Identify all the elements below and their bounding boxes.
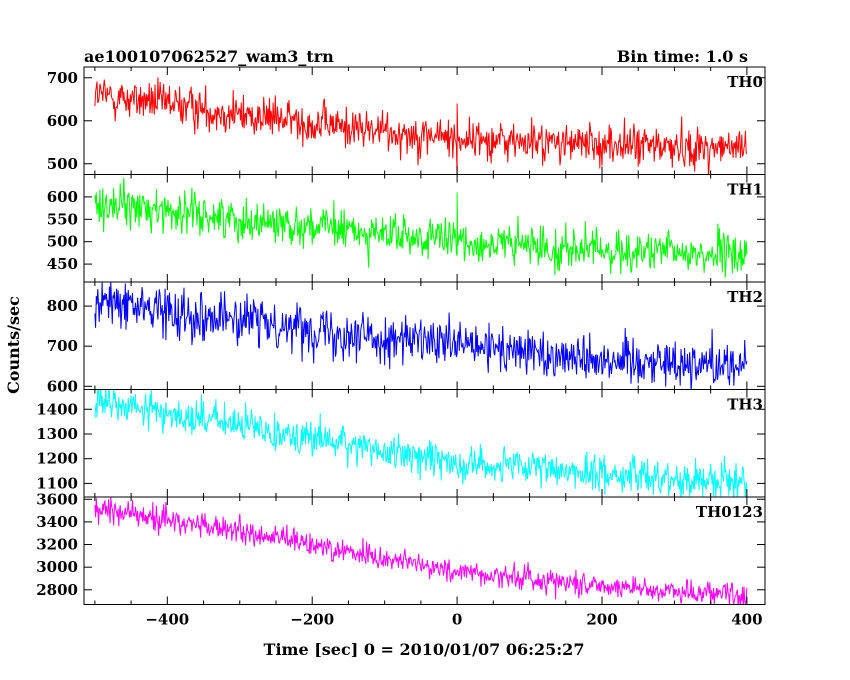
series-line-th1 (94, 177, 748, 278)
panel-label-th0123: TH0123 (696, 503, 763, 521)
panel-label-th2: TH2 (727, 288, 763, 306)
y-tick-label: 1300 (36, 425, 78, 443)
y-tick-label: 500 (47, 233, 78, 251)
y-tick-label: 3600 (36, 490, 78, 508)
bin-time-label: Bin time: 1.0 s (617, 47, 748, 66)
x-tick-label: 200 (586, 611, 617, 629)
x-tick-label: 400 (731, 611, 762, 629)
y-tick-label: 700 (47, 69, 78, 87)
series-line-th3 (94, 389, 748, 497)
series-line-th0123 (94, 497, 748, 605)
y-tick-label: 2800 (36, 581, 78, 599)
x-axis-label: Time [sec] 0 = 2010/01/07 06:25:27 (264, 640, 585, 659)
panel-label-th3: TH3 (727, 396, 763, 414)
y-tick-label: 1400 (36, 400, 78, 418)
y-tick-label: 3200 (36, 536, 78, 554)
series-line-th2 (94, 282, 748, 390)
y-tick-label: 3000 (36, 558, 78, 576)
y-axis-label: Counts/sec (4, 296, 23, 394)
y-tick-label: 800 (47, 297, 78, 315)
x-tick-label: −400 (145, 611, 189, 629)
panel-label-th1: TH1 (727, 181, 763, 199)
panel-th0: TH0 500 600 700 (47, 66, 766, 175)
y-tick-label: 1200 (36, 450, 78, 468)
panel-label-th0: TH0 (727, 73, 763, 91)
y-tick-label: 1100 (36, 474, 78, 492)
y-tick-label: 550 (47, 210, 78, 228)
panel-th3: TH3 1100 1200 1300 1400 (36, 389, 766, 498)
panel-frame (83, 496, 766, 605)
y-tick-label: 600 (47, 112, 78, 130)
x-tick-label: −200 (290, 611, 334, 629)
y-tick-label: 600 (47, 377, 78, 395)
panel-th0123: TH0123 2800 3000 3200 3400 3600 (36, 490, 766, 605)
panel-th1: TH1 450 500 550 600 (47, 174, 766, 283)
panel-frame (83, 174, 766, 283)
series-line-th0 (94, 77, 748, 175)
y-tick-label: 500 (47, 155, 78, 173)
y-tick-label: 3400 (36, 513, 78, 531)
y-tick-label: 600 (47, 188, 78, 206)
panel-th2: TH2 600 700 800 (47, 281, 766, 395)
chart-title: ae100107062527_wam3_trn (84, 47, 334, 66)
panel-frame (83, 281, 766, 390)
y-tick-label: 450 (47, 255, 78, 273)
plot-area: TH0500600700TH1450500550600TH2600700800T… (36, 66, 766, 629)
y-tick-label: 700 (47, 337, 78, 355)
x-tick-label: 0 (452, 611, 462, 629)
